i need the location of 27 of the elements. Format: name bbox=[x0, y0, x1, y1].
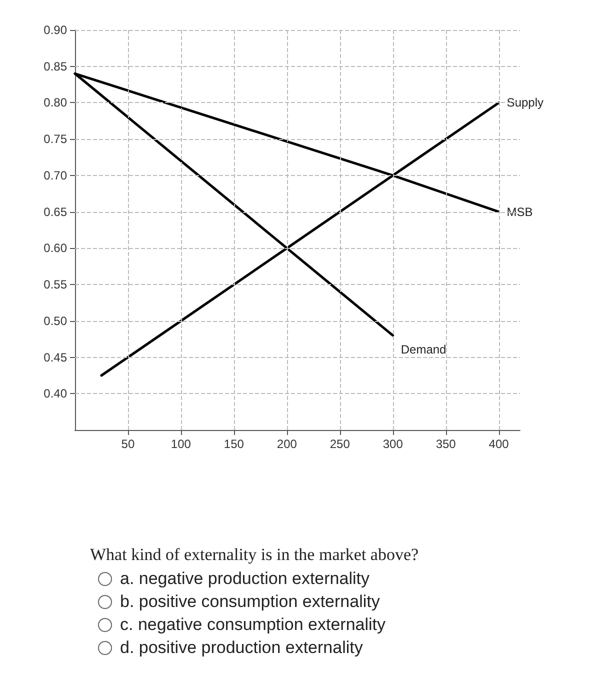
text: c. negative consumption externality bbox=[120, 615, 386, 635]
text: What kind of externality is in the market above? bbox=[90, 545, 419, 565]
series-label: Demand bbox=[400, 342, 446, 356]
text: d. positive production externality bbox=[120, 638, 363, 658]
y-tick-label: 0.70 bbox=[44, 168, 68, 182]
y-tick-label: 0.55 bbox=[44, 278, 68, 292]
x-tick-label: 300 bbox=[382, 437, 404, 451]
text: b. positive consumption externality bbox=[120, 592, 380, 612]
y-tick-label: 0.50 bbox=[44, 314, 68, 328]
y-tick-label: 0.85 bbox=[44, 59, 68, 74]
x-tick-label: 100 bbox=[170, 437, 192, 451]
series-label: MSB bbox=[506, 204, 533, 219]
y-tick-label: 0.45 bbox=[44, 350, 68, 364]
y-tick-label: 0.90 bbox=[44, 23, 68, 37]
y-tick-label: 0.65 bbox=[44, 204, 68, 219]
x-tick-label: 350 bbox=[436, 437, 456, 451]
y-tick-label: 0.75 bbox=[44, 132, 68, 146]
series-label: Supply bbox=[506, 96, 544, 110]
y-tick-label: 0.80 bbox=[44, 96, 68, 110]
y-tick-label: 0.60 bbox=[44, 241, 68, 256]
y-tick-label: 0.40 bbox=[44, 386, 68, 401]
x-tick-label: 150 bbox=[224, 437, 244, 451]
x-tick-label: 200 bbox=[276, 437, 298, 451]
x-tick-label: 250 bbox=[330, 437, 350, 451]
x-tick-label: 400 bbox=[488, 437, 510, 451]
text: a. negative production externality bbox=[120, 569, 370, 589]
x-tick-label: 50 bbox=[121, 437, 135, 451]
